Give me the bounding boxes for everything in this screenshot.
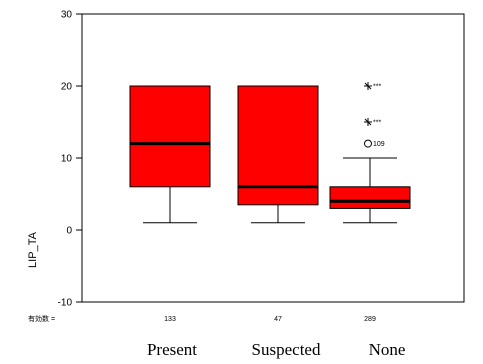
y-tick-label: 20 xyxy=(61,82,73,93)
outlier-label: *** xyxy=(373,84,381,91)
category-label: Suspected xyxy=(252,340,321,359)
y-tick-label: -10 xyxy=(58,298,73,309)
n-count-label: 289 xyxy=(364,316,376,323)
iqr-box xyxy=(237,85,319,206)
n-count-label: 133 xyxy=(164,316,176,323)
outlier-star-marker xyxy=(364,118,372,126)
outlier-star-marker xyxy=(364,82,372,90)
n-label: 有効数 = xyxy=(28,314,55,323)
y-tick-label: 30 xyxy=(61,10,73,21)
n-count-label: 47 xyxy=(274,316,282,323)
outlier-point: 109 xyxy=(364,139,385,148)
outlier-point: *** xyxy=(364,82,381,91)
y-tick-label: 0 xyxy=(66,226,72,237)
box-none: 109 *** *** xyxy=(329,82,411,224)
outlier-circle-marker xyxy=(364,139,372,148)
category-label: None xyxy=(369,340,406,359)
outlier-label: *** xyxy=(373,120,381,127)
outlier-label: 109 xyxy=(373,141,385,148)
iqr-box xyxy=(329,186,411,209)
category-label: Present xyxy=(147,340,197,359)
box-present xyxy=(129,85,211,224)
box-suspected xyxy=(237,85,319,224)
outlier-point: *** xyxy=(364,118,381,127)
iqr-box xyxy=(129,85,211,188)
y-axis-title: LIP_TA xyxy=(27,231,39,268)
y-tick-label: 10 xyxy=(61,154,73,165)
